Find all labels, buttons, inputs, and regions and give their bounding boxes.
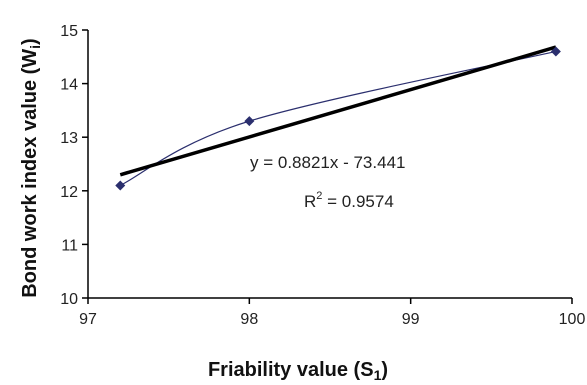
r-squared-label: R2 = 0.9574 xyxy=(304,190,394,211)
data-point-marker xyxy=(115,180,126,191)
y-axis-title: Bond work index value (Wi) xyxy=(19,38,43,297)
equation-label: y = 0.8821x - 73.441 xyxy=(250,153,405,172)
data-point-marker xyxy=(550,46,561,57)
y-tick-label: 12 xyxy=(60,184,78,201)
x-tick-label: 98 xyxy=(240,311,258,328)
data-points xyxy=(115,46,561,191)
y-tick-label: 10 xyxy=(60,291,78,308)
y-tick-marks xyxy=(82,29,88,299)
y-tick-label: 13 xyxy=(60,130,78,147)
y-tick-label: 11 xyxy=(61,237,78,254)
x-tick-label: 99 xyxy=(402,311,420,328)
x-tick-label: 100 xyxy=(559,311,586,328)
x-axis-title: Friability value (S1) xyxy=(208,359,388,383)
x-tick-labels: 97 98 99 100 xyxy=(79,311,585,328)
y-tick-label: 15 xyxy=(60,23,78,40)
trendline xyxy=(119,45,557,177)
x-tick-marks xyxy=(87,298,573,304)
data-point-marker xyxy=(244,116,255,127)
y-tick-label: 14 xyxy=(60,77,78,94)
x-tick-label: 97 xyxy=(79,311,97,328)
y-tick-labels: 10 11 12 13 14 15 xyxy=(60,23,78,308)
